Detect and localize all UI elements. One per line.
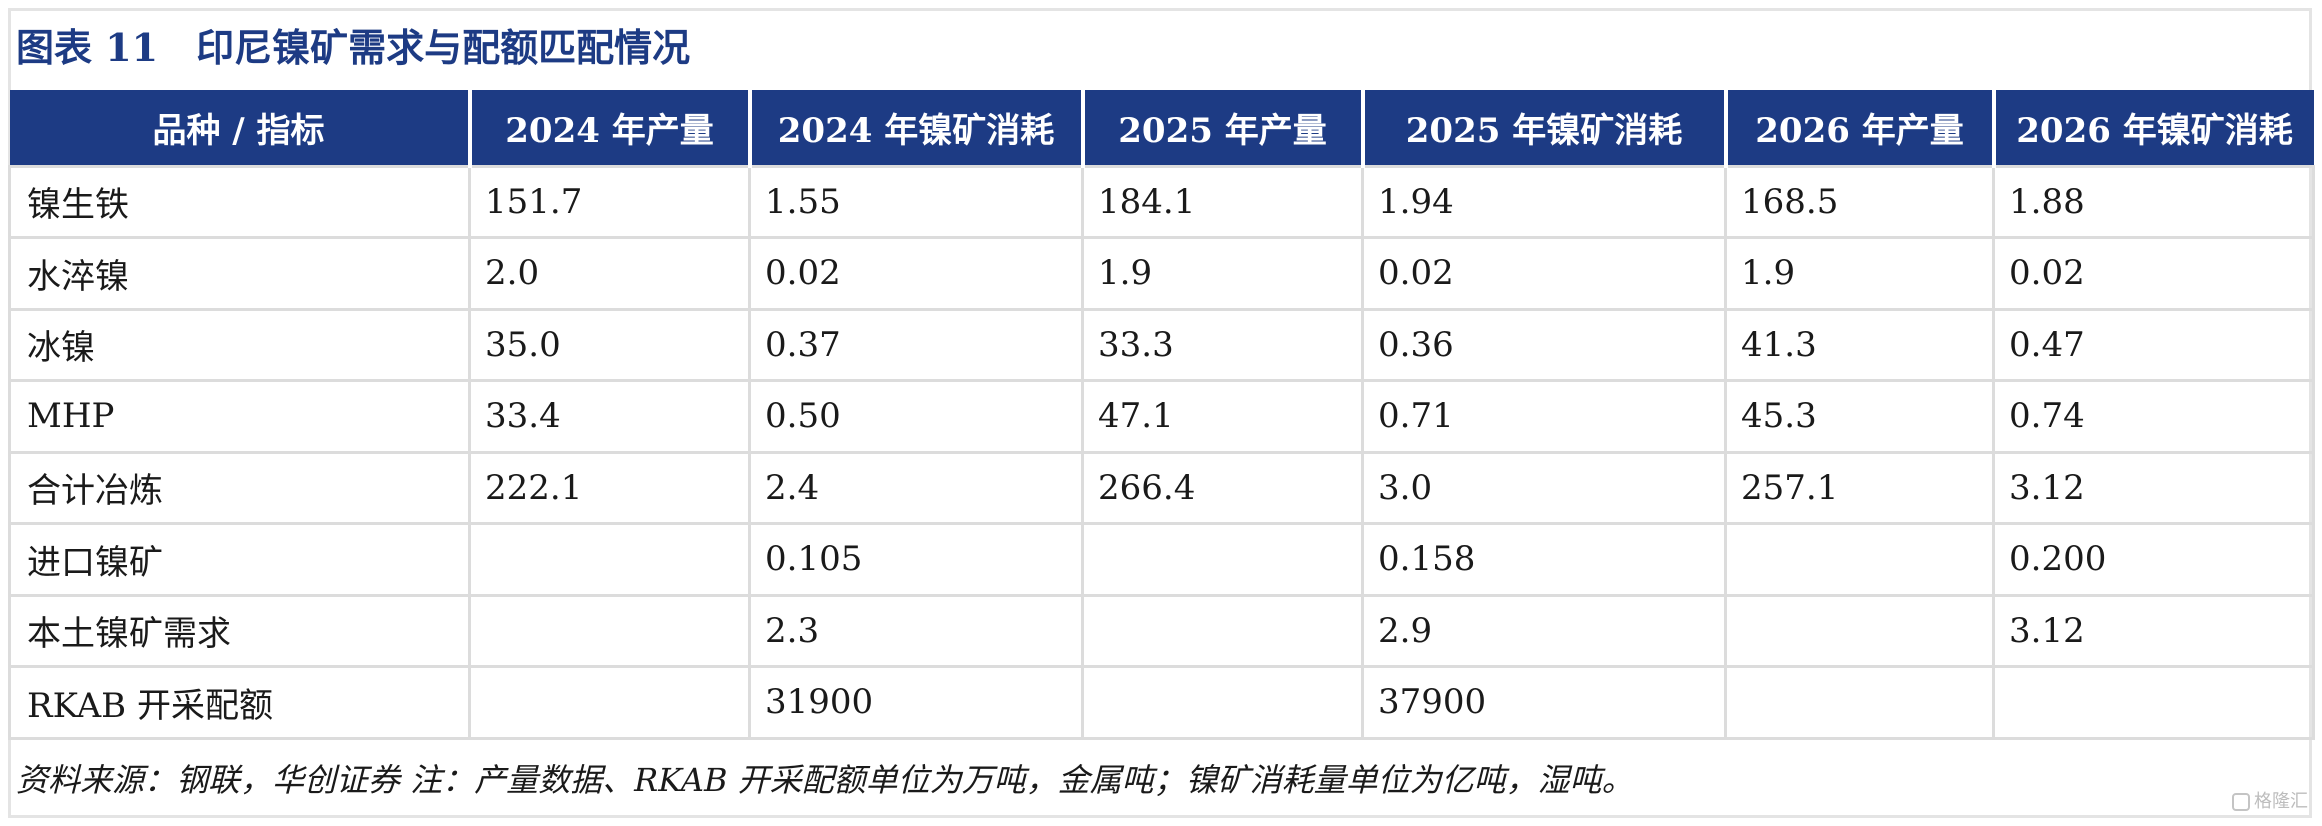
table-cell bbox=[1081, 665, 1364, 740]
watermark: 格隆汇 bbox=[2232, 788, 2308, 816]
table-cell: 1.94 bbox=[1361, 164, 1727, 239]
header-cell-2026-ore-consumption: 2026 年镍矿消耗 bbox=[1991, 90, 2314, 166]
row-label-cell: 冰镍 bbox=[8, 307, 471, 382]
table-row: 水淬镍 2.0 0.02 1.9 0.02 1.9 0.02 bbox=[8, 236, 2315, 311]
header-cell-2025-output: 2025 年产量 bbox=[1080, 90, 1365, 166]
source-footnote: 资料来源：钢联，华创证券 注：产量数据、RKAB 开采配额单位为万吨，金属吨；镍… bbox=[16, 761, 1634, 799]
table-cell: 0.105 bbox=[748, 522, 1084, 597]
table-header-row: 品种 / 指标 2024 年产量 2024 年镍矿消耗 2025 年产量 202… bbox=[9, 90, 2314, 166]
table-row: MHP 33.4 0.50 47.1 0.71 45.3 0.74 bbox=[8, 379, 2315, 454]
table-cell bbox=[1081, 593, 1364, 668]
row-label-cell: MHP bbox=[8, 379, 471, 454]
table-cell: 3.0 bbox=[1361, 450, 1727, 525]
watermark-text: 格隆汇 bbox=[2254, 791, 2308, 812]
table-cell: 0.200 bbox=[1992, 522, 2315, 597]
table-cell: 222.1 bbox=[468, 450, 751, 525]
table-cell bbox=[468, 522, 751, 597]
table-cell: 168.5 bbox=[1724, 164, 1995, 239]
table-cell: 1.55 bbox=[748, 164, 1084, 239]
table-cell: 3.12 bbox=[1992, 450, 2315, 525]
table-row: 本土镍矿需求 2.3 2.9 3.12 bbox=[8, 593, 2315, 668]
table-cell bbox=[468, 593, 751, 668]
table-cell: 0.158 bbox=[1361, 522, 1727, 597]
row-label-cell: 本土镍矿需求 bbox=[8, 593, 471, 668]
row-label-cell: RKAB 开采配额 bbox=[8, 665, 471, 740]
table-cell: 0.02 bbox=[1992, 236, 2315, 311]
table-cell: 1.9 bbox=[1081, 236, 1364, 311]
table-cell: 33.4 bbox=[468, 379, 751, 454]
table-body: 镍生铁 151.7 1.55 184.1 1.94 168.5 1.88 水淬镍 2.0 0.02… bbox=[8, 164, 2315, 740]
header-cell-2024-output: 2024 年产量 bbox=[467, 90, 752, 166]
table-cell: 257.1 bbox=[1724, 450, 1995, 525]
row-label-cell: 镍生铁 bbox=[8, 164, 471, 239]
header-cell-2025-ore-consumption: 2025 年镍矿消耗 bbox=[1360, 90, 1728, 166]
table-cell: 184.1 bbox=[1081, 164, 1364, 239]
table-row: 冰镍 35.0 0.37 33.3 0.36 41.3 0.47 bbox=[8, 307, 2315, 382]
table-cell: 1.88 bbox=[1992, 164, 2315, 239]
table-row: 镍生铁 151.7 1.55 184.1 1.94 168.5 1.88 bbox=[8, 164, 2315, 239]
table-row: 合计冶炼 222.1 2.4 266.4 3.0 257.1 3.12 bbox=[8, 450, 2315, 525]
table-cell: 41.3 bbox=[1724, 307, 1995, 382]
watermark-logo-icon bbox=[2232, 793, 2250, 811]
table-cell: 0.02 bbox=[748, 236, 1084, 311]
table-cell: 35.0 bbox=[468, 307, 751, 382]
table-cell bbox=[468, 665, 751, 740]
table-cell: 0.36 bbox=[1361, 307, 1727, 382]
table-cell: 0.50 bbox=[748, 379, 1084, 454]
table-cell: 33.3 bbox=[1081, 307, 1364, 382]
table-cell bbox=[1081, 522, 1364, 597]
table-cell: 0.74 bbox=[1992, 379, 2315, 454]
table-cell: 45.3 bbox=[1724, 379, 1995, 454]
row-label-cell: 进口镍矿 bbox=[8, 522, 471, 597]
table-cell: 2.0 bbox=[468, 236, 751, 311]
table-cell: 3.12 bbox=[1992, 593, 2315, 668]
figure-title: 图表 11 印尼镍矿需求与配额匹配情况 bbox=[16, 25, 691, 70]
table-cell: 0.37 bbox=[748, 307, 1084, 382]
table-cell bbox=[1724, 593, 1995, 668]
table-cell bbox=[1724, 665, 1995, 740]
table-cell: 0.71 bbox=[1361, 379, 1727, 454]
table-cell: 37900 bbox=[1361, 665, 1727, 740]
table-cell: 266.4 bbox=[1081, 450, 1364, 525]
table-cell bbox=[1992, 665, 2315, 740]
header-cell-2026-output: 2026 年产量 bbox=[1723, 90, 1996, 166]
header-cell-category: 品种 / 指标 bbox=[9, 90, 472, 166]
table-cell: 2.4 bbox=[748, 450, 1084, 525]
table-cell: 0.47 bbox=[1992, 307, 2315, 382]
table-cell bbox=[1724, 522, 1995, 597]
table-cell: 151.7 bbox=[468, 164, 751, 239]
row-label-cell: 水淬镍 bbox=[8, 236, 471, 311]
table-cell: 31900 bbox=[748, 665, 1084, 740]
table-row: RKAB 开采配额 31900 37900 bbox=[8, 665, 2315, 740]
table-cell: 47.1 bbox=[1081, 379, 1364, 454]
row-label-cell: 合计冶炼 bbox=[8, 450, 471, 525]
data-table: 品种 / 指标 2024 年产量 2024 年镍矿消耗 2025 年产量 202… bbox=[8, 90, 2315, 740]
table-cell: 2.3 bbox=[748, 593, 1084, 668]
table-cell: 0.02 bbox=[1361, 236, 1727, 311]
header-cell-2024-ore-consumption: 2024 年镍矿消耗 bbox=[747, 90, 1085, 166]
table-cell: 2.9 bbox=[1361, 593, 1727, 668]
table-cell: 1.9 bbox=[1724, 236, 1995, 311]
table-row: 进口镍矿 0.105 0.158 0.200 bbox=[8, 522, 2315, 597]
